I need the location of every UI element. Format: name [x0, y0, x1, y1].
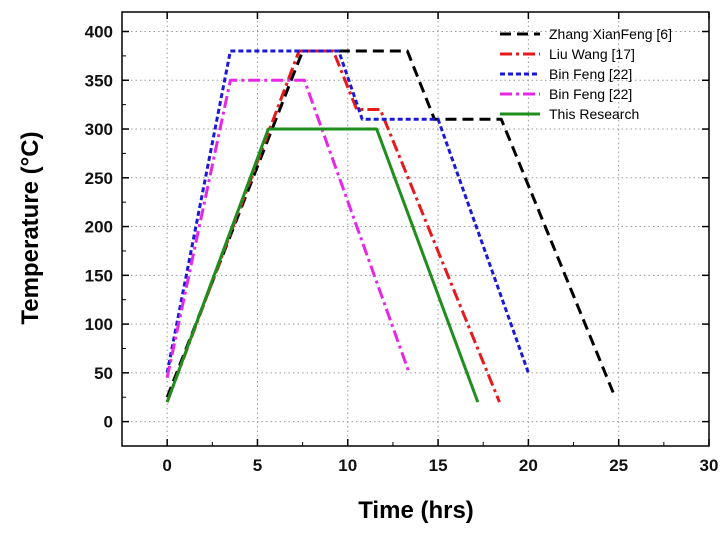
y-tick-label: 100 — [85, 315, 113, 334]
x-tick-label: 10 — [338, 456, 357, 475]
legend-label-1: Zhang XianFeng [6] — [549, 26, 672, 42]
legend-label-4: Bin Feng [22] — [549, 86, 632, 102]
legend: Zhang XianFeng [6] Liu Wang [17] Bin Feng … — [500, 26, 672, 122]
ticks — [122, 12, 710, 446]
x-tick-label: 25 — [609, 456, 628, 475]
x-tick-label: 20 — [519, 456, 538, 475]
series-line-1 — [165, 49, 617, 398]
legend-label-3: Bin Feng [22] — [549, 66, 632, 82]
legend-label-2: Liu Wang [17] — [549, 46, 635, 62]
x-tick-label: 30 — [700, 456, 719, 475]
y-tick-label: 350 — [85, 71, 113, 90]
x-axis-title: Time (hrs) — [358, 497, 474, 524]
series-line-3 — [165, 49, 530, 374]
y-tick-label: 200 — [85, 218, 113, 237]
x-tick-label: 0 — [162, 456, 171, 475]
plot-frame — [121, 11, 710, 447]
y-tick-label: 300 — [85, 120, 113, 139]
x-tick-label: 15 — [429, 456, 448, 475]
y-tick-label: 50 — [94, 364, 113, 383]
legend-label-5: This Research — [549, 106, 639, 122]
y-axis-title: Temperature (°C) — [17, 131, 44, 324]
series-line-4 — [165, 78, 411, 379]
series-layer — [165, 49, 617, 403]
series-line-5 — [165, 127, 480, 403]
y-tick-label: 400 — [85, 23, 113, 42]
series-line-2 — [165, 49, 501, 403]
y-tick-label: 250 — [85, 169, 113, 188]
y-tick-label: 0 — [104, 413, 113, 432]
y-tick-label: 150 — [85, 266, 113, 285]
x-tick-label: 5 — [253, 456, 262, 475]
